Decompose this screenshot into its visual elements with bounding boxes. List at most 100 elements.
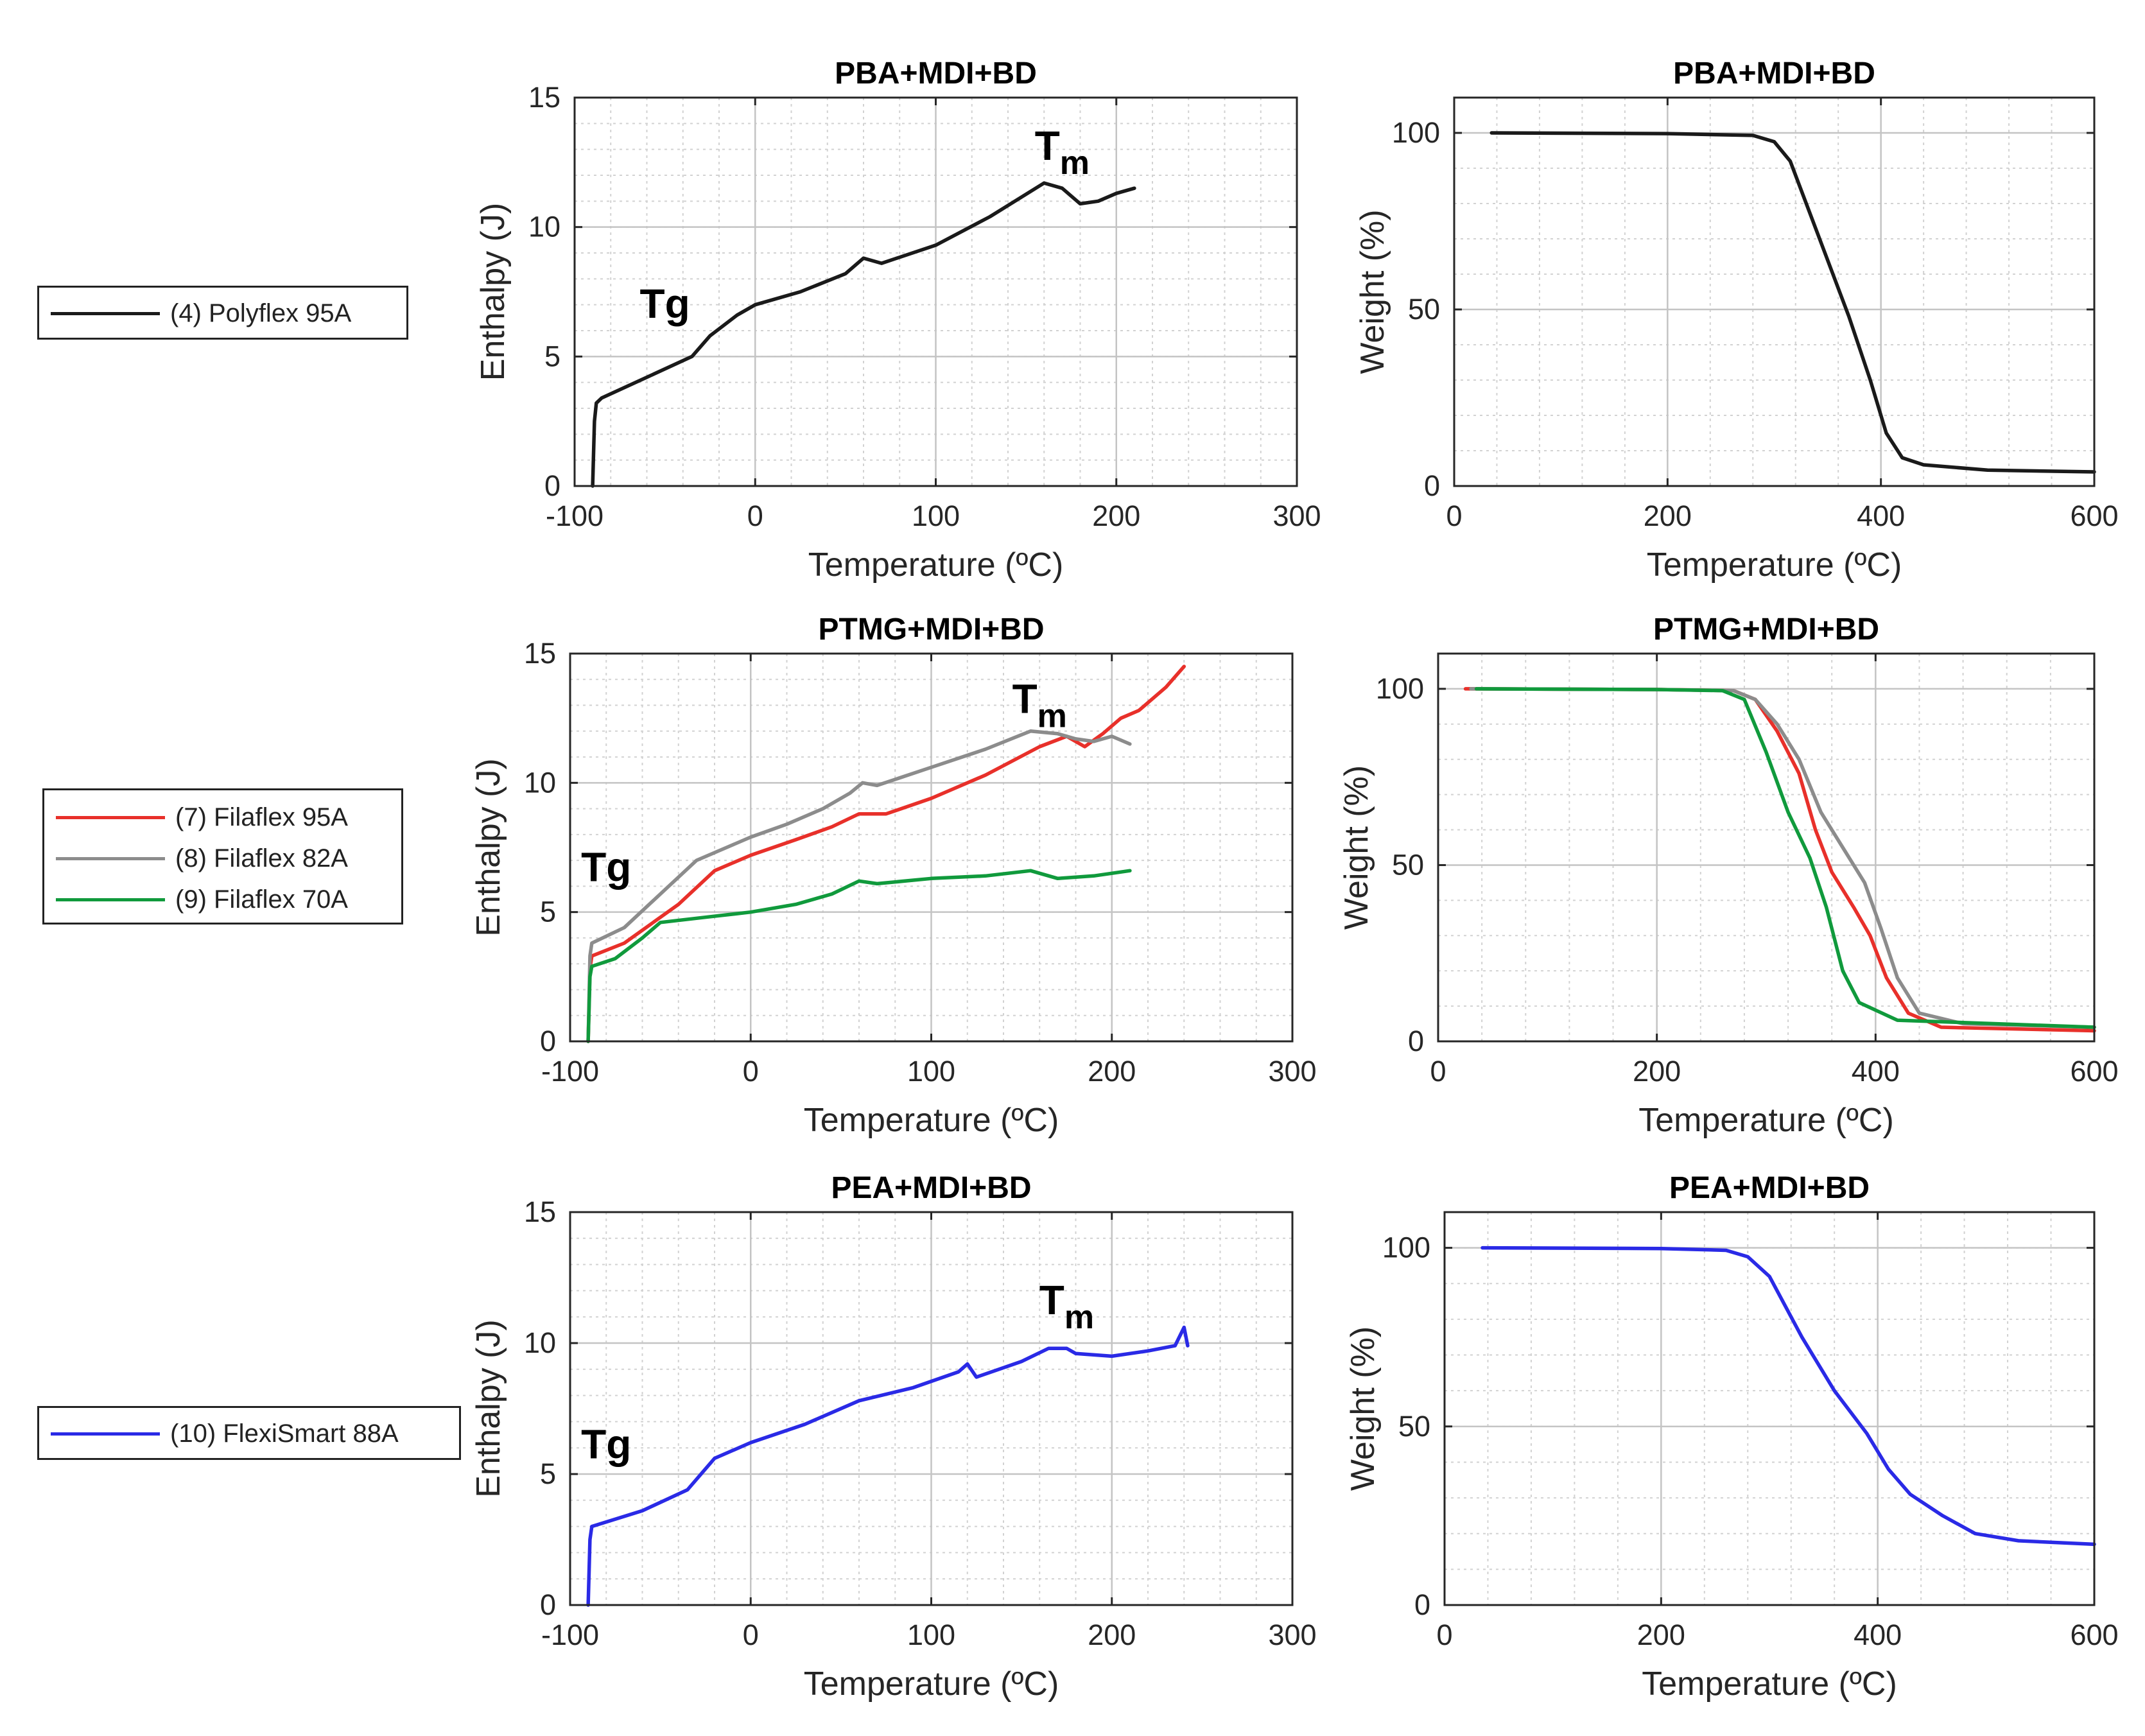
y-axis-label: Weight (%) bbox=[1354, 209, 1391, 374]
y-tick-label: 0 bbox=[540, 1588, 556, 1621]
y-tick-label: 50 bbox=[1392, 848, 1424, 881]
y-tick-label: 0 bbox=[1424, 469, 1440, 502]
x-tick-label: -100 bbox=[541, 1619, 599, 1651]
plot-frame bbox=[1437, 652, 2096, 1043]
x-tick-label: -100 bbox=[541, 1055, 599, 1088]
x-axis-label: Temperature (ºC) bbox=[804, 1665, 1059, 1703]
x-axis-label: Temperature (ºC) bbox=[808, 546, 1064, 584]
y-tick-label: 100 bbox=[1392, 116, 1440, 149]
plot-frame bbox=[1443, 1211, 2096, 1606]
plot-frame bbox=[1453, 96, 2096, 487]
y-tick-label: 100 bbox=[1376, 672, 1424, 705]
legend-item: (8) Filaflex 82A bbox=[56, 838, 390, 879]
series-line bbox=[586, 1325, 1190, 1607]
chart-title: PBA+MDI+BD bbox=[835, 56, 1037, 91]
x-tick-label: 200 bbox=[1092, 499, 1140, 532]
x-tick-label: 600 bbox=[2070, 1055, 2118, 1088]
y-tick-label: 5 bbox=[544, 340, 560, 372]
y-tick-label: 0 bbox=[1414, 1588, 1430, 1621]
x-tick-label: 300 bbox=[1272, 499, 1321, 532]
annotation-label: Tg bbox=[581, 844, 631, 890]
y-tick-label: 10 bbox=[524, 766, 556, 799]
x-tick-label: 200 bbox=[1644, 499, 1692, 532]
legend-label: (9) Filaflex 70A bbox=[175, 885, 348, 914]
y-tick-label: 5 bbox=[540, 896, 556, 928]
x-axis-label: Temperature (ºC) bbox=[1647, 546, 1902, 584]
legend-swatch bbox=[56, 898, 165, 901]
y-axis-label: Enthalpy (J) bbox=[474, 203, 512, 381]
chart-panel: 0 200 400 600 0 50 100 PBA+MDI+BD Temperature (º… bbox=[1354, 56, 2119, 584]
plot-background bbox=[1454, 98, 2094, 486]
chart-panel: 0 200 400 600 0 50 100 PTMG+MDI+BD Temperature (… bbox=[1338, 612, 2119, 1139]
y-tick-label: 50 bbox=[1398, 1410, 1430, 1443]
series-line bbox=[586, 729, 1132, 1043]
series-line bbox=[1469, 687, 2096, 1029]
legend-label: (4) Polyflex 95A bbox=[170, 299, 352, 327]
x-tick-label: 400 bbox=[1854, 1619, 1902, 1651]
x-axis-label: Temperature (ºC) bbox=[804, 1102, 1059, 1139]
legend-item: (9) Filaflex 70A bbox=[56, 879, 390, 920]
chart-title: PEA+MDI+BD bbox=[831, 1171, 1031, 1205]
chart-panel: -100 0 100 200 300051015PEA+MDI+BDTemperatur… bbox=[470, 1171, 1317, 1703]
legend-swatch bbox=[56, 815, 165, 819]
x-tick-label: 200 bbox=[1088, 1055, 1136, 1088]
y-axis-label: Enthalpy (J) bbox=[470, 758, 507, 936]
legend-swatch bbox=[56, 856, 165, 860]
legend-item: (10) FlexiSmart 88A bbox=[51, 1414, 447, 1453]
x-tick-label: -100 bbox=[546, 499, 604, 532]
x-tick-label: 400 bbox=[1857, 499, 1905, 532]
y-tick-label: 0 bbox=[544, 469, 560, 502]
plot-background bbox=[1445, 1212, 2094, 1605]
annotation-subscript: m bbox=[1060, 144, 1090, 182]
y-tick-label: 15 bbox=[524, 1195, 556, 1228]
legend-ptmg: (7) Filaflex 95A (8) Filaflex 82A (9) Fi… bbox=[42, 788, 403, 924]
series-line bbox=[591, 181, 1136, 488]
x-tick-label: 100 bbox=[907, 1619, 955, 1651]
legend-label: (8) Filaflex 82A bbox=[175, 844, 348, 872]
x-tick-label: 400 bbox=[1852, 1055, 1900, 1088]
y-tick-label: 50 bbox=[1408, 293, 1440, 326]
legend-pea: (10) FlexiSmart 88A bbox=[37, 1406, 461, 1460]
legend-item: (4) Polyflex 95A bbox=[51, 294, 395, 333]
x-axis-label: Temperature (ºC) bbox=[1638, 1102, 1894, 1139]
x-tick-label: 300 bbox=[1268, 1055, 1316, 1088]
chart-panel: -100 0 100 200 300051015PBA+MDI+BDTemperatur… bbox=[474, 56, 1321, 584]
x-tick-label: 200 bbox=[1088, 1619, 1136, 1651]
y-tick-label: 10 bbox=[528, 211, 560, 243]
x-tick-label: 0 bbox=[743, 1055, 759, 1088]
annotation-subscript: m bbox=[1038, 698, 1067, 735]
x-tick-label: 600 bbox=[2070, 499, 2118, 532]
legend-label: (7) Filaflex 95A bbox=[175, 803, 348, 831]
x-tick-label: 300 bbox=[1268, 1619, 1316, 1651]
x-tick-label: 200 bbox=[1637, 1619, 1685, 1651]
y-tick-label: 15 bbox=[528, 81, 560, 114]
series-line bbox=[586, 869, 1132, 1043]
x-tick-label: 0 bbox=[743, 1619, 759, 1651]
annotation-label: Tg bbox=[581, 1421, 631, 1468]
y-tick-label: 100 bbox=[1382, 1231, 1430, 1264]
y-axis-label: Enthalpy (J) bbox=[470, 1319, 507, 1497]
legend-label: (10) FlexiSmart 88A bbox=[170, 1419, 399, 1448]
x-tick-label: 200 bbox=[1633, 1055, 1681, 1088]
x-axis-label: Temperature (ºC) bbox=[1642, 1665, 1897, 1703]
x-tick-label: 100 bbox=[912, 499, 960, 532]
y-tick-label: 5 bbox=[540, 1457, 556, 1490]
chart-title: PBA+MDI+BD bbox=[1673, 56, 1875, 91]
x-tick-label: 0 bbox=[747, 499, 763, 532]
chart-panel: 0 200 400 600 0 50 100 PEA+MDI+BD Temperature (º… bbox=[1344, 1171, 2119, 1703]
series-line bbox=[1474, 687, 2096, 1029]
series-line bbox=[1481, 1246, 2096, 1547]
legend-item: (7) Filaflex 95A bbox=[56, 797, 390, 838]
y-tick-label: 0 bbox=[540, 1025, 556, 1057]
x-tick-label: 0 bbox=[1430, 1055, 1446, 1088]
legend-swatch bbox=[51, 311, 160, 315]
series-line bbox=[1489, 131, 2096, 474]
annotation-label: Tg bbox=[640, 281, 690, 327]
chart-title: PTMG+MDI+BD bbox=[818, 612, 1044, 647]
y-tick-label: 0 bbox=[1408, 1025, 1424, 1057]
chart-title: PTMG+MDI+BD bbox=[1653, 612, 1879, 647]
x-tick-label: 0 bbox=[1446, 499, 1462, 532]
y-tick-label: 15 bbox=[524, 637, 556, 670]
y-axis-label: Weight (%) bbox=[1338, 765, 1375, 930]
